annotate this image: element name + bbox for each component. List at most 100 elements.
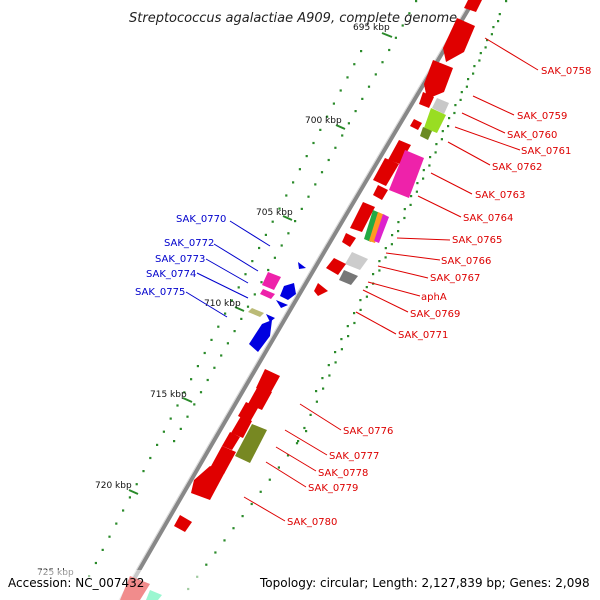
callout-line [461,112,506,134]
tick-dot [447,125,450,128]
gene-arrow[interactable] [222,432,240,450]
tick-dot [142,470,145,473]
gene-arrow[interactable] [350,202,375,232]
gene-arrow[interactable] [373,158,399,186]
gene-label-sak0775[interactable]: SAK_0775 [135,287,185,298]
scale-label-700: 700 kbp [305,116,342,126]
tick-dot [314,183,317,186]
tick-dot [334,361,337,364]
tick-dot [309,413,312,416]
gene-label-sak0764[interactable]: SAK_0764 [463,213,513,224]
tick-dot [115,522,118,525]
scale-tick [128,489,139,495]
gene-label-sak0765[interactable]: SAK_0765 [452,235,502,246]
gene-arrow-sak0774[interactable] [280,283,296,300]
gene-arrow-sak0777[interactable] [235,424,267,463]
gene-arrow-sak0765c[interactable] [374,214,389,243]
gene-label-apha[interactable]: aphA [421,292,447,303]
tick-dot [240,317,243,320]
gene-label-sak0758[interactable]: SAK_0758 [541,66,591,77]
gene-label-sak0778[interactable]: SAK_0778 [318,468,368,479]
tick-dot [505,0,508,3]
gene-label-sak0761[interactable]: SAK_0761 [521,146,571,157]
gene-label-sak0772[interactable]: SAK_0772 [164,238,214,249]
tick-dot [367,85,371,88]
callout-line [396,237,451,241]
gene-arrow-apha[interactable] [339,270,358,285]
tick-dot [287,232,290,235]
tick-dot [214,551,217,554]
tick-dot [259,490,262,493]
gene-arrow-sak0772[interactable] [262,272,281,290]
gene-arrow[interactable] [424,60,453,99]
tick-dot [206,378,209,382]
gene-arrow[interactable] [314,283,328,296]
tick-dot [199,391,203,394]
tick-dot [173,440,176,443]
gene-arrow[interactable] [420,127,432,140]
tick-dot [388,48,391,52]
tick-dot [422,177,425,180]
gene-label-sak0779[interactable]: SAK_0779 [308,483,358,494]
gene-arrow[interactable] [266,314,275,322]
gene-label-sak0770[interactable]: SAK_0770 [176,214,226,225]
reverse-strand-genes [248,262,306,352]
tick-dot [354,110,357,113]
tick-dot [328,374,331,377]
gene-arrow-sak0765[interactable] [364,210,380,242]
scale-label-715: 715 kbp [150,390,187,400]
tick-dot [422,169,425,172]
gene-label-sak0769[interactable]: SAK_0769 [410,309,460,320]
gene-arrow-sak0759[interactable] [432,98,449,114]
tick-dot [149,456,152,460]
gene-arrow[interactable] [248,308,264,317]
gene-arrow[interactable] [174,515,192,532]
gene-label-sak0771[interactable]: SAK_0771 [398,330,448,341]
scale-tick [335,124,346,130]
gene-arrow[interactable] [248,386,272,410]
gene-arrow[interactable] [443,18,475,62]
gene-arrow-sak0773[interactable] [260,289,275,299]
gene-label-sak0773[interactable]: SAK_0773 [155,254,205,265]
tick-dot [473,65,476,68]
tick-dot [381,61,384,64]
gene-arrow[interactable] [410,119,422,130]
gene-arrow-sak0766[interactable] [345,252,368,270]
gene-label-sak0780[interactable]: SAK_0780 [287,517,337,528]
gene-label-sak0774[interactable]: SAK_0774 [146,269,196,280]
callout-line [299,403,342,431]
tick-dot [340,338,343,341]
gene-arrow[interactable] [373,185,388,200]
gene-label-sak0762[interactable]: SAK_0762 [492,162,542,173]
tick-dot [300,207,303,210]
tick-dot [295,442,299,445]
gene-label-sak0767[interactable]: SAK_0767 [430,273,480,284]
gene-arrow[interactable] [326,258,346,275]
tick-dot [233,330,236,333]
gene-label-sak0759[interactable]: SAK_0759 [517,111,567,122]
tick-dot [384,256,387,259]
gene-arrow[interactable] [342,233,356,247]
tick-dot [429,156,432,159]
gene-arrow[interactable] [419,92,434,108]
gene-label-sak0763[interactable]: SAK_0763 [475,190,525,201]
gene-label-sak0766[interactable]: SAK_0766 [441,256,491,267]
tick-dot [128,496,131,499]
gene-label-sak0760[interactable]: SAK_0760 [507,130,557,141]
gene-label-sak0776[interactable]: SAK_0776 [343,426,393,437]
gene-arrow-sak0760[interactable] [424,108,446,133]
gene-arrow-sak0763[interactable] [389,150,424,198]
gene-arrow[interactable] [191,466,225,500]
tick-dot [397,230,400,233]
gene-label-sak0777[interactable]: SAK_0777 [329,451,379,462]
gene-arrow[interactable] [231,416,252,438]
gene-arrow-sak0765b[interactable] [369,212,385,243]
gene-arrow[interactable] [388,140,411,164]
gene-arrow-sak0770[interactable] [298,262,306,269]
gene-arrow-sak0775[interactable] [249,320,272,352]
gene-arrow[interactable] [210,446,236,474]
tick-dot [162,430,165,433]
gene-arrow[interactable] [276,300,288,308]
gene-arrow[interactable] [464,0,482,12]
